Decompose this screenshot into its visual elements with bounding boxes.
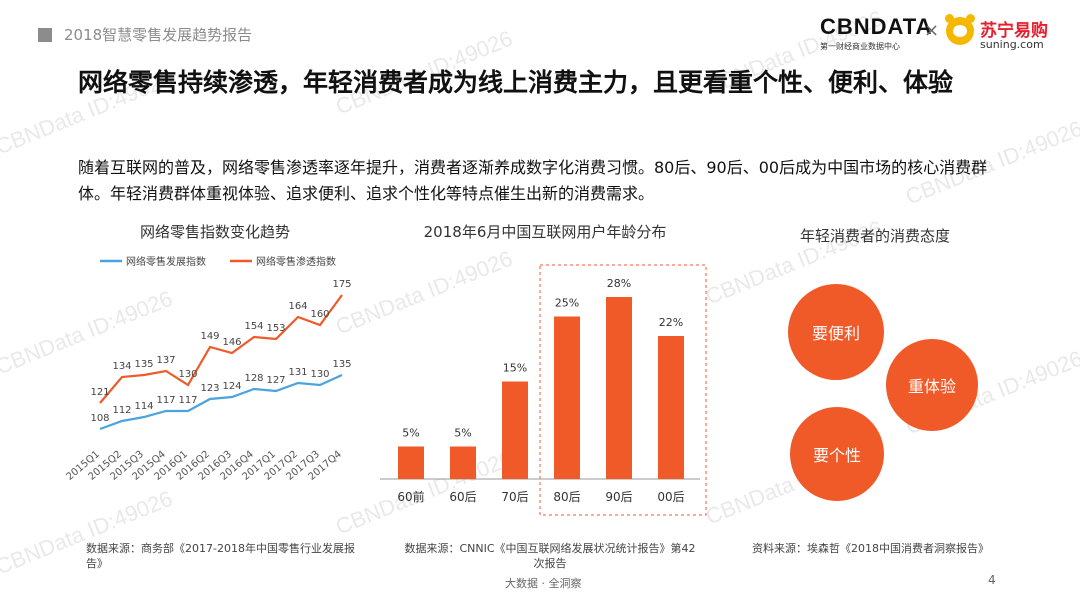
data-label: 153 xyxy=(266,323,285,334)
bar xyxy=(398,446,424,479)
attitude-convenience: 要便利 xyxy=(788,284,884,380)
bar-value-label: 5% xyxy=(402,427,419,440)
data-label: 114 xyxy=(134,401,153,412)
bar-value-label: 28% xyxy=(607,277,631,290)
data-label: 160 xyxy=(310,309,329,320)
source-middle: 数据来源：CNNIC《中国互联网络发展状况统计报告》第42次报告 xyxy=(404,542,696,570)
data-label: 117 xyxy=(156,395,175,406)
data-label: 131 xyxy=(288,367,307,378)
data-label: 121 xyxy=(90,387,109,398)
data-label: 127 xyxy=(266,375,285,386)
attitude-individuality: 要个性 xyxy=(790,407,884,501)
bar xyxy=(554,316,580,479)
data-label: 164 xyxy=(288,301,307,312)
series-line xyxy=(99,294,343,404)
data-label: 124 xyxy=(222,381,241,392)
cbndata-logo: CBNDATA xyxy=(820,14,933,39)
data-label: 154 xyxy=(244,321,263,332)
data-label: 130 xyxy=(310,369,329,380)
bar-chart: 5% 60前 5% 60后 15% 70后 25% 80后 28% 90后 22% 00后 xyxy=(380,264,707,516)
data-label: 135 xyxy=(332,359,351,370)
header-square-icon xyxy=(38,28,52,42)
data-label: 137 xyxy=(156,355,175,366)
x-tick-label: 60前 xyxy=(397,489,424,504)
data-label: 149 xyxy=(200,331,219,342)
data-label: 130 xyxy=(178,369,197,380)
footer-slogan: 大数据 · 全洞察 xyxy=(505,577,582,590)
bar xyxy=(606,297,632,479)
x-tick-label: 80后 xyxy=(553,490,580,504)
suning-logo-url: suning.com xyxy=(980,38,1044,51)
data-label: 112 xyxy=(112,405,131,416)
data-label: 134 xyxy=(112,361,131,372)
cbndata-logo-subtitle: 第一财经商业数据中心 xyxy=(820,42,900,51)
legend-label: 网络零售渗透指数 xyxy=(256,255,336,268)
series-line xyxy=(99,373,343,431)
bar xyxy=(658,336,684,479)
suning-logo-text: 苏宁易购 xyxy=(980,21,1048,41)
data-label: 128 xyxy=(244,373,263,384)
logo-separator: × xyxy=(924,20,940,41)
line-chart-title: 网络零售指数变化趋势 xyxy=(139,223,290,241)
attitude-experience: 重体验 xyxy=(886,339,978,431)
attitude-title: 年轻消费者的消费态度 xyxy=(799,227,950,245)
source-right: 资料来源：埃森哲《2018中国消费者洞察报告》 xyxy=(752,542,989,555)
x-tick-label: 70后 xyxy=(501,490,528,504)
data-label: 146 xyxy=(222,337,241,348)
x-tick-label: 00后 xyxy=(657,490,684,504)
bar-value-label: 22% xyxy=(659,316,683,329)
data-label: 175 xyxy=(332,279,351,290)
x-tick-label: 90后 xyxy=(605,490,632,504)
suning-lion-icon xyxy=(945,14,975,45)
highlight-box xyxy=(539,264,707,516)
bar-chart-title: 2018年6月中国互联网用户年龄分布 xyxy=(423,223,667,241)
bar xyxy=(450,446,476,479)
data-label: 135 xyxy=(134,359,153,370)
legend-label: 网络零售发展指数 xyxy=(126,255,206,268)
source-left: 数据来源：商务部《2017-2018年中国零售行业发展报告》 xyxy=(86,542,355,570)
x-tick-label: 60后 xyxy=(449,490,476,504)
page-number: 4 xyxy=(988,573,996,587)
data-label: 123 xyxy=(200,383,219,394)
bar-value-label: 25% xyxy=(555,297,579,310)
intro-paragraph: 随着互联网的普及，网络零售渗透率逐年提升，消费者逐渐养成数字化消费习惯。80后、… xyxy=(78,158,988,203)
data-label: 117 xyxy=(178,395,197,406)
data-label: 108 xyxy=(90,413,109,424)
bar xyxy=(502,381,528,479)
bar-value-label: 15% xyxy=(503,362,527,375)
report-title: 2018智慧零售发展趋势报告 xyxy=(64,26,253,44)
bar-value-label: 5% xyxy=(454,427,471,440)
slide-title: 网络零售持续渗透，年轻消费者成为线上消费主力，且更看重个性、便利、体验 xyxy=(78,68,954,97)
